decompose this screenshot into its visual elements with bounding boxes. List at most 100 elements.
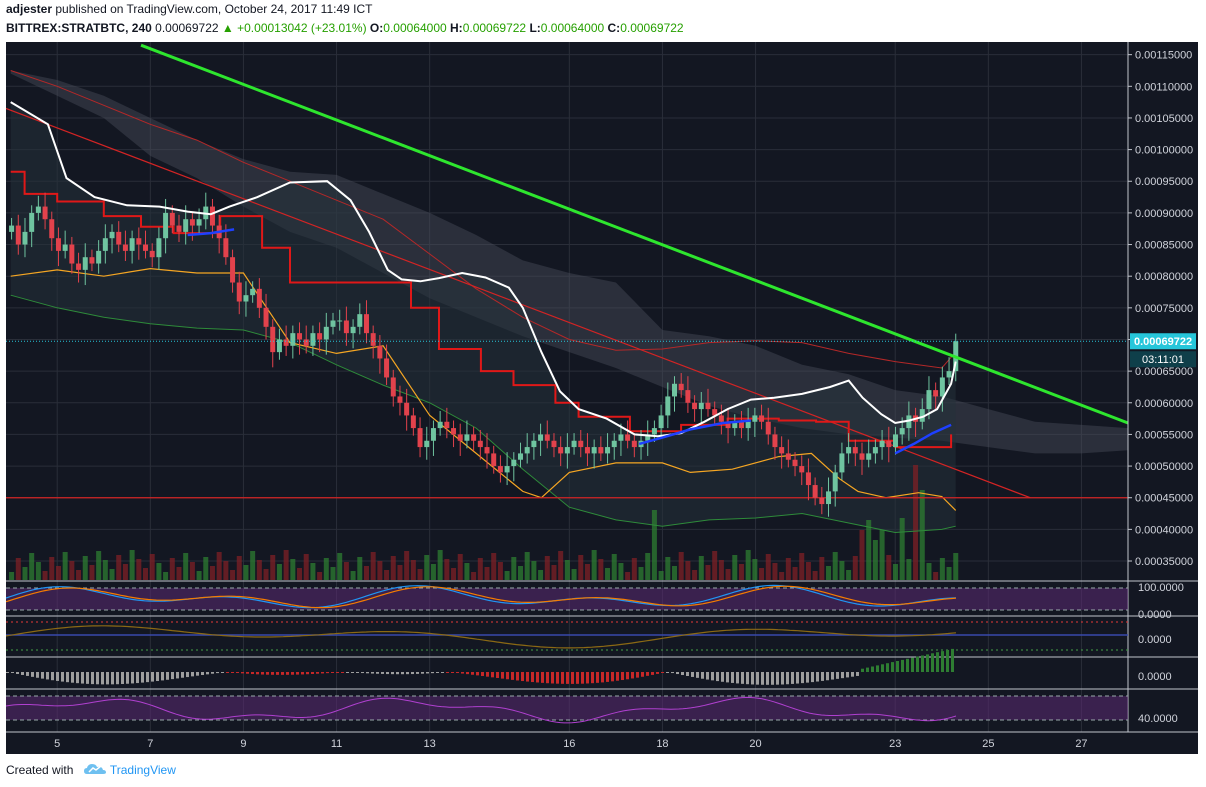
momentum-bar [841, 672, 844, 679]
volume-bar [89, 565, 95, 580]
candle-body [926, 390, 932, 410]
candle-body [96, 250, 102, 264]
candle-body [712, 409, 718, 416]
candle-body [692, 402, 698, 410]
momentum-bar [106, 672, 109, 685]
candle-body [718, 415, 724, 422]
candle-body [665, 396, 671, 416]
momentum-bar [181, 672, 184, 678]
tradingview-link[interactable]: TradingView [109, 763, 176, 777]
momentum-bar [666, 672, 669, 673]
volume-bar [430, 564, 436, 580]
author-name[interactable]: adjester [6, 2, 53, 16]
candle-body [551, 440, 557, 448]
candle-body [658, 415, 664, 429]
candle-body [143, 244, 149, 251]
price-tick-label: 0.00105000 [1135, 113, 1193, 125]
momentum-bar [271, 672, 274, 675]
candle-body [779, 447, 785, 454]
momentum-bar [431, 672, 434, 674]
momentum-bar [821, 672, 824, 681]
candle-body [136, 238, 142, 245]
momentum-bar [601, 672, 604, 683]
momentum-bar [826, 672, 829, 681]
candle-body [752, 415, 758, 422]
momentum-bar [621, 672, 624, 681]
volume-bar [718, 560, 724, 580]
volume-bar [363, 566, 369, 580]
candle-body [410, 415, 416, 429]
volume-bar [109, 569, 115, 580]
momentum-bar [56, 672, 59, 681]
volume-bars [9, 465, 959, 580]
candle-body [370, 333, 376, 346]
momentum-bar [746, 672, 749, 685]
price-change: +0.00013042 (+23.01%) [237, 21, 367, 35]
momentum-bar [461, 672, 464, 674]
band-area [10, 102, 956, 533]
time-tick-label: 27 [1075, 738, 1087, 750]
volume-bar [183, 553, 189, 580]
candle-body [598, 447, 604, 454]
volume-bar [136, 559, 142, 580]
candle-body [270, 326, 276, 353]
momentum-bar [611, 672, 614, 682]
price-chart[interactable]: 0.00115000 0.00110000 0.00105000 0.00100000… [6, 42, 1198, 754]
volume-bar [317, 572, 323, 580]
momentum-bar [591, 672, 594, 684]
volume-bar [886, 555, 892, 580]
rsi-line [6, 697, 957, 724]
candle-body [451, 428, 457, 435]
candle-body [156, 238, 162, 258]
momentum-bar [416, 672, 419, 674]
blue-ma-line [894, 423, 952, 455]
candle-body [772, 434, 778, 448]
cloud-area [10, 70, 1129, 454]
volume-bar [705, 565, 711, 580]
momentum-bar [216, 672, 219, 674]
candle-body [42, 206, 48, 220]
price-tick-label: 0.00075000 [1135, 303, 1193, 315]
momentum-bar [331, 672, 334, 673]
candle-body [698, 402, 704, 410]
momentum-bar [701, 672, 704, 679]
rsi-band [6, 696, 1128, 720]
candle-body [176, 225, 182, 232]
momentum-bar [366, 672, 369, 674]
candle-body [705, 402, 711, 410]
candle-body [122, 244, 128, 251]
momentum-bar [596, 672, 599, 683]
volume-bar [250, 551, 256, 580]
volume-bar [96, 551, 102, 580]
candle-body [484, 447, 490, 454]
momentum-bar [561, 672, 564, 684]
candle-body [189, 219, 195, 226]
momentum-bar [476, 672, 479, 676]
candle-body [678, 383, 684, 391]
momentum-bar [436, 672, 439, 673]
candle-body [819, 497, 825, 505]
candle-body [578, 440, 584, 448]
candle-body [826, 491, 832, 505]
momentum-bar [866, 667, 869, 672]
momentum-bar [931, 653, 934, 672]
volume-bar [504, 571, 510, 580]
price-tick-label: 0.00060000 [1135, 398, 1193, 410]
chart-frame[interactable]: 0.00115000 0.00110000 0.00105000 0.00100000… [6, 42, 1198, 754]
momentum-bar [116, 672, 119, 685]
volume-bar [69, 561, 75, 580]
volume-bar [819, 557, 825, 580]
candle-body [906, 415, 912, 429]
volume-bar [143, 568, 149, 580]
volume-bar [598, 559, 604, 580]
candle-body [685, 390, 691, 403]
candle-body [256, 288, 262, 308]
momentum-bar [506, 672, 509, 680]
momentum-bar [556, 672, 559, 684]
candle-body [544, 434, 550, 441]
momentum-bar [736, 672, 739, 684]
momentum-bars [6, 648, 954, 685]
volume-bar [759, 568, 765, 580]
candle-body [397, 396, 403, 403]
momentum-bar [456, 672, 459, 674]
